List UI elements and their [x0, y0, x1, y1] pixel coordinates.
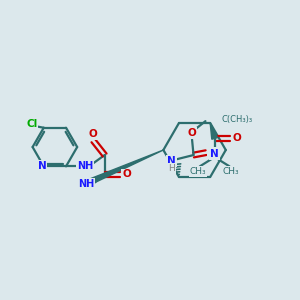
Text: CH₃: CH₃	[223, 167, 239, 176]
Text: NH: NH	[78, 179, 94, 189]
Text: N: N	[167, 156, 176, 166]
Text: N: N	[38, 161, 46, 171]
Text: O: O	[232, 134, 241, 143]
Text: O: O	[208, 148, 217, 158]
Text: Cl: Cl	[26, 119, 38, 129]
Text: C(CH₃)₃: C(CH₃)₃	[222, 115, 253, 124]
Text: NH: NH	[76, 161, 93, 171]
Text: H: H	[168, 164, 175, 173]
Polygon shape	[210, 123, 218, 139]
Text: N: N	[210, 149, 219, 159]
Text: CH₃: CH₃	[190, 167, 207, 176]
Text: O: O	[88, 129, 97, 139]
Text: O: O	[122, 169, 131, 179]
Polygon shape	[83, 150, 164, 187]
Text: O: O	[188, 128, 197, 138]
